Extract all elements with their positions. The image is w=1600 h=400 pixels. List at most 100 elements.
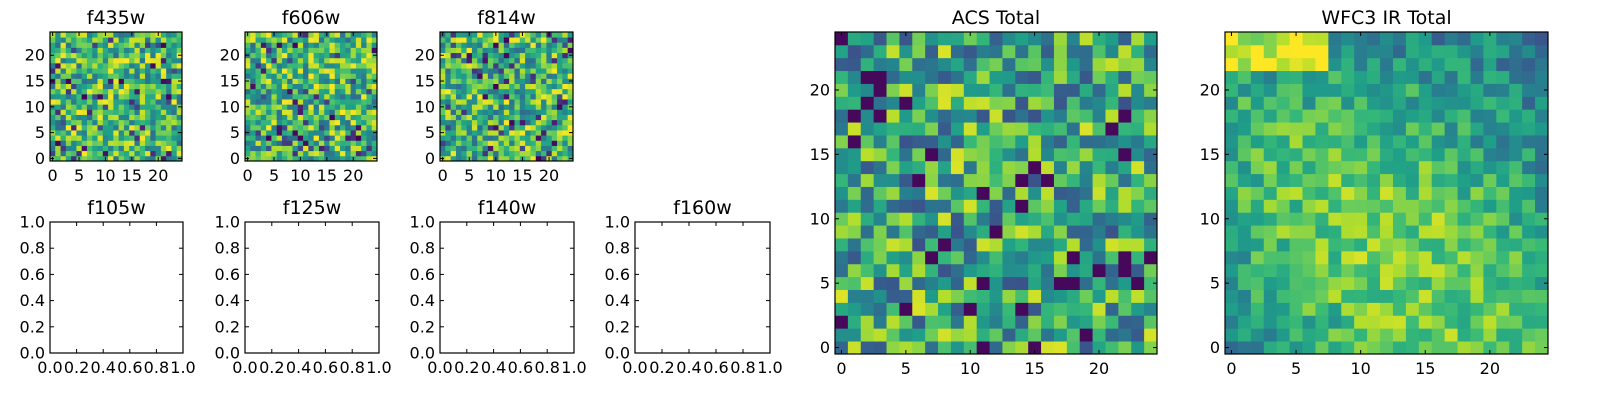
heatmap-cell	[976, 96, 990, 110]
heatmap-cell	[1289, 341, 1303, 355]
heatmap-cell	[487, 73, 494, 79]
heatmap-cell	[1041, 160, 1055, 175]
heatmap-cell	[1470, 186, 1484, 200]
heatmap-cell	[324, 104, 330, 110]
heatmap-cell	[847, 250, 862, 265]
heatmap-cell	[450, 42, 457, 48]
heatmap-cell	[1483, 135, 1497, 149]
heatmap-cell	[938, 276, 952, 290]
heatmap-cell	[1444, 302, 1458, 316]
heatmap-cell	[1522, 212, 1536, 226]
heatmap-cell	[514, 62, 521, 69]
heatmap-cell	[950, 147, 965, 162]
heatmap-cell	[71, 140, 77, 146]
heatmap-cell	[1131, 135, 1145, 149]
heatmap-cell	[139, 124, 146, 131]
heatmap-cell	[1053, 109, 1068, 123]
heatmap-cell	[1354, 44, 1368, 59]
heatmap-cell	[350, 135, 357, 141]
heatmap-cell	[1237, 238, 1252, 252]
heatmap-cell	[303, 93, 309, 100]
heatmap-cell	[1315, 328, 1329, 342]
heatmap-cell	[1354, 328, 1368, 342]
heatmap-cell	[509, 93, 515, 100]
heatmap-cell	[308, 88, 315, 95]
heatmap-cell	[297, 88, 304, 95]
heatmap-cell	[1367, 32, 1381, 46]
heatmap-cell	[76, 135, 83, 141]
heatmap-cell	[873, 83, 887, 97]
heatmap-cell	[118, 62, 125, 69]
heatmap-cell	[340, 104, 346, 110]
heatmap-cell	[340, 155, 346, 162]
heatmap-cell	[899, 32, 913, 46]
x-tick-label: 0.4	[90, 358, 115, 377]
heatmap-cell	[176, 114, 183, 121]
heatmap-cell	[445, 135, 452, 141]
heatmap-cell	[271, 114, 278, 121]
heatmap-cell	[873, 70, 887, 84]
heatmap-cell	[509, 109, 515, 115]
heatmap-cell	[287, 62, 293, 69]
heatmap-cell	[371, 140, 378, 146]
heatmap-cell	[835, 212, 849, 226]
heatmap-cell	[1509, 199, 1523, 213]
heatmap-cell	[835, 57, 849, 72]
heatmap-cell	[145, 93, 151, 100]
heatmap-cell	[145, 78, 151, 84]
heatmap-cell	[1496, 199, 1510, 213]
heatmap-cell	[81, 42, 88, 48]
heatmap-cell	[60, 155, 67, 162]
heatmap-cell	[260, 130, 267, 136]
heatmap-cell	[313, 150, 320, 157]
heatmap-cell	[541, 42, 547, 48]
heatmap-cell	[1105, 57, 1119, 72]
heatmap-cell	[530, 47, 537, 54]
x-tick-label: 10	[290, 166, 310, 185]
heatmap-cell	[1380, 289, 1394, 303]
heatmap-cell	[503, 99, 510, 105]
heatmap-cell	[445, 150, 452, 157]
heatmap-cell	[963, 250, 978, 265]
heatmap-cell	[1302, 122, 1316, 136]
heatmap-cell	[1509, 186, 1523, 200]
heatmap-cell	[166, 62, 172, 69]
heatmap-cell	[166, 32, 172, 38]
heatmap-cell	[1496, 160, 1510, 175]
heatmap-cell	[176, 68, 183, 74]
heatmap-cell	[899, 289, 913, 303]
heatmap-cell	[873, 212, 887, 226]
heatmap-cell	[366, 104, 373, 110]
heatmap-cell	[1053, 135, 1068, 149]
heatmap-cell	[557, 114, 563, 121]
heatmap-cell	[1522, 263, 1536, 278]
heatmap-cell	[1092, 225, 1106, 239]
heatmap-cell	[366, 135, 373, 141]
heatmap-cell	[287, 145, 293, 152]
heatmap-cell	[1392, 186, 1407, 200]
heatmap-cell	[1028, 57, 1042, 72]
heatmap-cell	[835, 173, 849, 187]
heatmap-cell	[123, 78, 130, 84]
heatmap-cell	[860, 186, 875, 200]
heatmap-cell	[102, 135, 109, 141]
heatmap-cell	[1418, 160, 1433, 175]
heatmap-cell	[1053, 238, 1068, 252]
heatmap-cell	[1237, 328, 1252, 342]
heatmap-cell	[1118, 135, 1132, 149]
heatmap-cell	[318, 32, 325, 38]
heatmap-cell	[1079, 122, 1093, 136]
heatmap-cell	[71, 130, 77, 136]
heatmap-cell	[1079, 238, 1093, 252]
heatmap-cell	[1041, 32, 1055, 46]
heatmap-cell	[97, 78, 104, 84]
heatmap-cell	[55, 73, 61, 79]
heatmap-cell	[160, 119, 167, 126]
heatmap-cell	[847, 238, 862, 252]
heatmap-cell	[1522, 186, 1536, 200]
heatmap-cell	[366, 124, 373, 131]
heatmap-cell	[324, 114, 330, 121]
heatmap-cell	[525, 37, 531, 43]
heatmap-cell	[81, 155, 88, 162]
heatmap-cell	[466, 37, 473, 43]
